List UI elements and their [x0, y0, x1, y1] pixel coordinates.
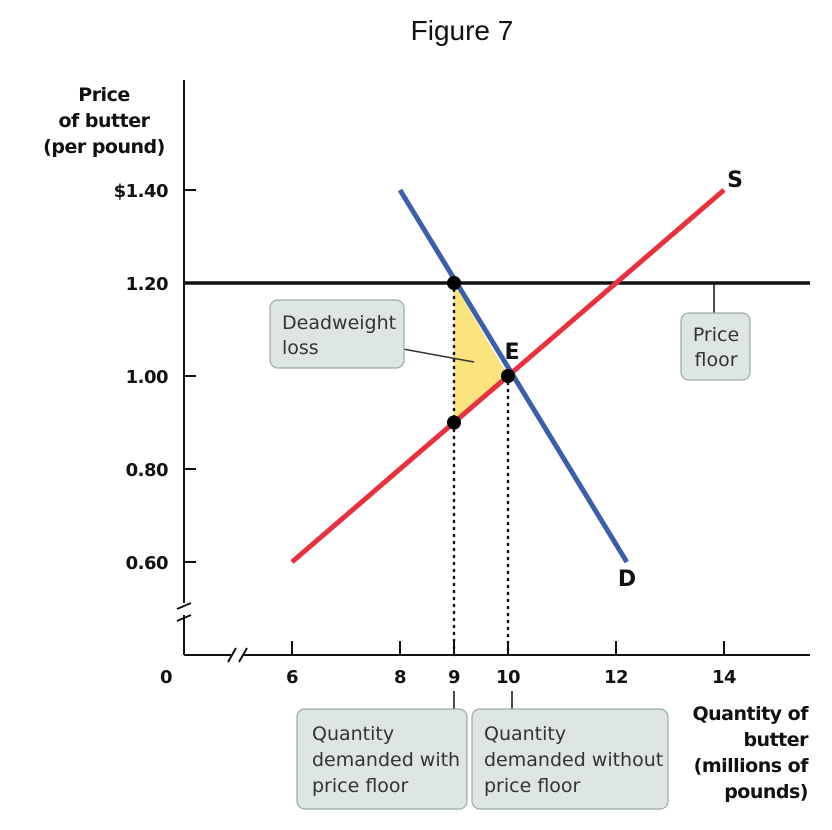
price-floor-callout	[680, 312, 751, 381]
qd-without-floor-callout	[471, 708, 669, 810]
equilibrium-label: E	[504, 340, 519, 365]
figure-title: Figure 7	[411, 15, 514, 46]
x-tick-label: 12	[604, 667, 628, 688]
qd-with-floor-text-line-2: demanded with	[312, 749, 460, 771]
qd-with-floor-text-line-1: Quantity	[312, 723, 394, 745]
x-tick-label: 8	[394, 667, 406, 688]
intersection-point	[501, 369, 515, 383]
y-tick-label: 0.60	[126, 553, 168, 574]
x-tick-label: 10	[496, 667, 520, 688]
x-axis-break-mark	[227, 647, 248, 663]
deadweight-loss-text-line-2: loss	[282, 337, 319, 359]
y-tick-label: 0.80	[126, 460, 168, 481]
price-floor-text-line-1: Price	[693, 324, 739, 346]
supply-label: S	[727, 168, 743, 193]
x-axis-title-line-2: butter	[743, 729, 809, 751]
y-tick-label: $1.40	[114, 181, 168, 202]
x-tick-label: 6	[286, 667, 298, 688]
x-axis-title-line-4: pounds)	[724, 781, 808, 803]
deadweight-loss-text-line-1: Deadweight	[282, 312, 396, 334]
deadweight-loss-pointer	[402, 348, 475, 363]
qd-without-floor-text-line-3: price floor	[484, 775, 581, 797]
y-axis-title-line-3: (per pound)	[43, 136, 165, 158]
x-axis-title-line-3: (millions of	[694, 755, 810, 777]
intersection-point	[447, 415, 461, 430]
y-tick-label: 1.20	[126, 274, 168, 295]
intersection-point	[447, 276, 461, 290]
qd-without-floor-text-line-1: Quantity	[484, 723, 566, 745]
y-axis-title-line-1: Price	[78, 84, 129, 106]
y-axis-title-line-2: of butter	[59, 110, 151, 132]
y-tick-label: 1.00	[126, 367, 168, 388]
price-floor-text-line-2: floor	[694, 349, 737, 371]
qd-with-floor-callout	[296, 708, 468, 810]
qd-without-floor-text-line-2: demanded without	[484, 749, 663, 771]
demand-label: D	[618, 567, 636, 592]
x-axis-title-line-1: Quantity of	[692, 703, 809, 725]
deadweight-loss-callout	[269, 299, 405, 369]
qd-with-floor-text-line-3: price floor	[312, 775, 409, 797]
y-axis-break-mark	[176, 602, 192, 622]
origin-label: 0	[160, 667, 172, 688]
x-tick-label: 14	[712, 667, 736, 688]
x-tick-label: 9	[448, 667, 460, 688]
